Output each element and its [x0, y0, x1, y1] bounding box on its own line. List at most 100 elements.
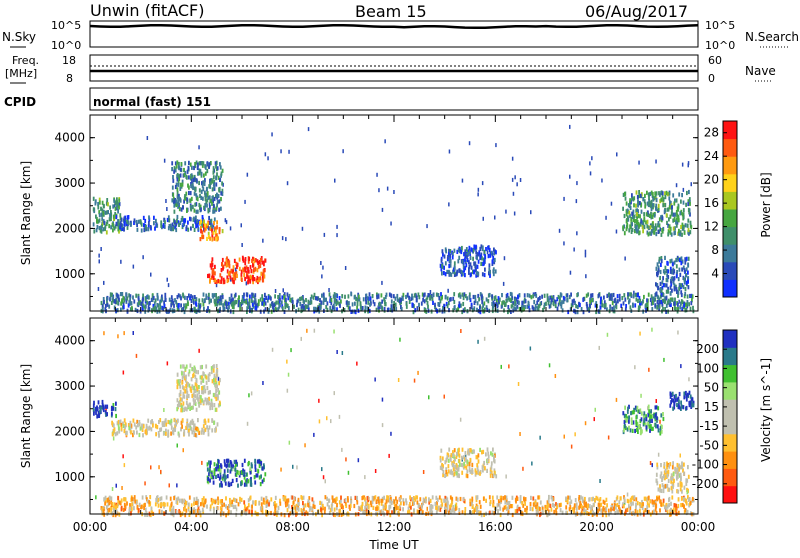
echo-cell — [456, 451, 458, 456]
echo-cell — [562, 299, 565, 304]
echo-cell — [584, 496, 586, 502]
echo-cell — [559, 508, 562, 513]
echo-cell — [300, 508, 303, 513]
echo-cell — [214, 264, 216, 269]
echo-cell — [210, 180, 212, 185]
noise-cell — [290, 348, 292, 353]
echo-cell — [232, 301, 234, 306]
echo-cell — [197, 162, 199, 167]
echo-cell — [539, 507, 541, 512]
echo-cell — [489, 473, 492, 478]
echo-cell — [192, 405, 194, 410]
echo-cell — [244, 276, 246, 282]
echo-cell — [669, 226, 672, 231]
noise-cell — [657, 452, 660, 457]
noise-cell — [393, 190, 395, 194]
echo-cell — [105, 497, 107, 503]
echo-cell — [469, 273, 472, 278]
echo-cell — [224, 261, 227, 266]
noise-cell — [95, 495, 97, 500]
echo-cell — [269, 303, 272, 308]
echo-cell — [241, 295, 244, 300]
echo-cell — [195, 496, 198, 501]
echo-cell — [435, 505, 437, 510]
echo-cell — [239, 306, 241, 311]
echo-cell — [309, 506, 312, 511]
echo-cell — [101, 200, 104, 205]
echo-cell — [441, 249, 444, 254]
noise-cell — [681, 162, 684, 167]
echo-cell — [434, 302, 436, 307]
echo-cell — [418, 302, 420, 307]
echo-cell — [215, 396, 218, 402]
echo-cell — [186, 394, 188, 399]
echo-cell — [389, 307, 392, 313]
echo-cell — [687, 497, 690, 502]
echo-cell — [495, 474, 498, 479]
echo-cell — [185, 364, 188, 369]
echo-cell — [466, 249, 469, 254]
echo-cell — [353, 503, 356, 509]
echo-cell — [682, 208, 685, 213]
echo-cell — [192, 385, 195, 390]
echo-cell — [208, 396, 210, 401]
echo-cell — [213, 293, 216, 298]
echo-cell — [183, 498, 186, 503]
echo-cell — [257, 299, 260, 304]
noise-cell — [606, 332, 609, 337]
echo-cell — [681, 502, 684, 508]
echo-cell — [326, 307, 329, 312]
echo-cell — [167, 226, 170, 231]
echo-cell — [169, 223, 172, 228]
echo-cell — [471, 462, 474, 467]
echo-cell — [494, 269, 497, 274]
echo-cell — [475, 244, 477, 249]
echo-cell — [111, 292, 113, 297]
echo-cell — [497, 296, 500, 301]
echo-cell — [141, 302, 144, 307]
echo-cell — [112, 423, 115, 428]
echo-cell — [283, 295, 286, 300]
echo-cell — [336, 300, 339, 305]
echo-cell — [227, 258, 230, 263]
echo-cell — [489, 470, 492, 475]
echo-cell — [400, 297, 402, 302]
echo-cell — [371, 499, 374, 504]
echo-cell — [116, 294, 119, 299]
echo-cell — [158, 307, 160, 312]
echo-cell — [212, 368, 215, 373]
echo-cell — [440, 498, 443, 503]
echo-cell — [364, 500, 367, 505]
echo-cell — [374, 495, 377, 500]
echo-cell — [451, 462, 454, 467]
echo-cell — [186, 208, 188, 213]
noise-cell — [569, 124, 571, 129]
echo-cell — [654, 303, 657, 308]
echo-cell — [310, 294, 313, 299]
noise-cell — [381, 280, 383, 285]
echo-cell — [215, 388, 217, 393]
noise-cell — [634, 365, 636, 370]
echo-cell — [480, 513, 483, 518]
echo-cell — [229, 500, 231, 505]
echo-cell — [230, 510, 232, 515]
echo-cell — [303, 300, 305, 305]
echo-cell — [324, 297, 326, 302]
echo-cell — [209, 402, 212, 407]
echo-cell — [443, 270, 445, 276]
echo-cell — [461, 292, 464, 297]
noise-cell — [663, 357, 665, 362]
echo-cell — [453, 261, 456, 266]
echo-cell — [213, 403, 216, 408]
echo-cell — [126, 296, 129, 301]
echo-cell — [285, 498, 288, 503]
echo-cell — [462, 308, 465, 313]
echo-cell — [459, 462, 461, 467]
echo-cell — [448, 264, 451, 269]
echo-cell — [616, 294, 619, 299]
echo-cell — [488, 263, 491, 268]
echo-cell — [197, 505, 200, 510]
echo-cell — [411, 302, 414, 307]
freq-tick-max: 18 — [62, 54, 76, 67]
echo-cell — [107, 210, 109, 215]
